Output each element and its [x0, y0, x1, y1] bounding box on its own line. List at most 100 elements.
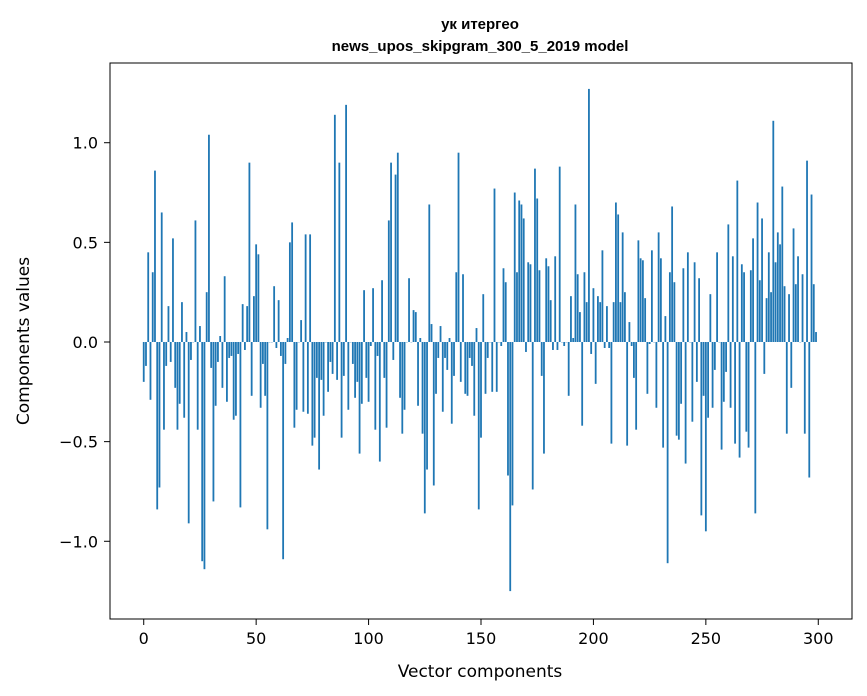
- bar-58: [273, 286, 276, 342]
- bar-147: [473, 342, 476, 416]
- bar-23: [194, 220, 197, 342]
- bar-37: [226, 342, 228, 402]
- bar-209: [612, 302, 615, 342]
- bar-25: [199, 326, 201, 342]
- bar-266: [740, 264, 743, 342]
- bar-202: [597, 296, 599, 342]
- bar-46: [246, 306, 249, 342]
- bar-142: [462, 274, 464, 342]
- bar-267: [743, 272, 745, 342]
- bar-65: [288, 242, 291, 342]
- bar-47: [248, 162, 251, 342]
- bar-107: [383, 342, 386, 378]
- bar-24: [196, 342, 199, 430]
- bar-67: [293, 342, 296, 428]
- bar-54: [264, 342, 267, 396]
- bar-72: [304, 234, 307, 342]
- bar-121: [414, 312, 417, 342]
- bar-98: [363, 290, 365, 342]
- bar-278: [767, 252, 770, 342]
- bar-78: [318, 342, 321, 470]
- y-tick-label: −1.0: [59, 532, 98, 551]
- bar-139: [455, 272, 458, 342]
- bar-125: [423, 342, 426, 514]
- bar-18: [183, 342, 186, 418]
- bar-11: [167, 306, 170, 342]
- bar-251: [707, 342, 709, 418]
- bar-168: [520, 204, 523, 342]
- bar-274: [758, 280, 761, 342]
- bar-236: [673, 282, 676, 342]
- bar-259: [725, 342, 727, 372]
- bar-268: [745, 342, 748, 432]
- bar-233: [666, 342, 669, 564]
- bar-5: [154, 170, 156, 342]
- x-tick-label: 250: [691, 629, 722, 648]
- bar-8: [160, 212, 163, 342]
- y-axis-label: Components values: [14, 257, 34, 425]
- bar-295: [806, 160, 808, 342]
- bar-159: [500, 342, 503, 346]
- bar-187: [563, 342, 566, 346]
- bar-271: [752, 238, 754, 342]
- bar-242: [686, 252, 689, 342]
- chart-title-line-2: news_upos_skipgram_300_5_2019 model: [332, 38, 629, 55]
- bar-232: [664, 316, 667, 342]
- bar-279: [770, 292, 772, 342]
- bar-96: [358, 342, 361, 454]
- bar-241: [684, 342, 687, 464]
- bar-246: [695, 342, 698, 382]
- bar-45: [244, 342, 246, 350]
- bar-169: [522, 218, 525, 342]
- bar-109: [387, 220, 390, 342]
- bar-59: [275, 342, 278, 348]
- bar-219: [635, 342, 638, 430]
- bar-21: [190, 342, 192, 360]
- bar-239: [680, 342, 683, 404]
- bar-85: [333, 114, 336, 342]
- bar-111: [392, 342, 395, 360]
- bar-217: [630, 342, 633, 346]
- bar-89: [342, 342, 345, 376]
- bar-74: [309, 234, 312, 342]
- bar-6: [156, 342, 159, 510]
- bar-179: [545, 258, 548, 342]
- bar-287: [788, 294, 790, 342]
- bar-258: [722, 342, 725, 402]
- bar-133: [441, 342, 444, 412]
- bar-223: [644, 298, 647, 342]
- bar-170: [525, 342, 527, 352]
- bar-86: [336, 342, 338, 380]
- bar-162: [507, 342, 509, 476]
- bar-270: [749, 270, 752, 342]
- bar-254: [713, 342, 716, 370]
- bar-41: [235, 342, 237, 416]
- bar-63: [284, 342, 287, 364]
- y-tick-label: 0.0: [73, 333, 98, 352]
- bar-221: [639, 258, 642, 342]
- bar-43: [239, 342, 242, 508]
- bar-12: [169, 342, 172, 362]
- bar-161: [504, 282, 507, 342]
- bar-185: [558, 166, 561, 342]
- bar-102: [372, 288, 374, 342]
- bar-203: [599, 302, 602, 342]
- y-axis-ticks: 1.0 0.5 0.0 −0.5 −1.0: [59, 134, 110, 551]
- bar-234: [668, 272, 671, 342]
- bar-167: [518, 200, 521, 342]
- bar-73: [306, 342, 309, 414]
- bar-263: [734, 342, 736, 444]
- chart-title-line-1: ук итергео: [441, 16, 519, 33]
- bar-124: [421, 342, 424, 434]
- bar-135: [446, 342, 449, 370]
- bar-145: [468, 342, 471, 358]
- bar-238: [677, 342, 680, 440]
- plot-frame: [109, 62, 853, 620]
- bar-131: [437, 342, 440, 358]
- bar-134: [444, 342, 446, 358]
- bar-128: [430, 324, 433, 342]
- bar-14: [174, 342, 177, 388]
- bar-184: [556, 342, 559, 350]
- bar-2: [147, 252, 150, 342]
- bar-220: [637, 240, 640, 342]
